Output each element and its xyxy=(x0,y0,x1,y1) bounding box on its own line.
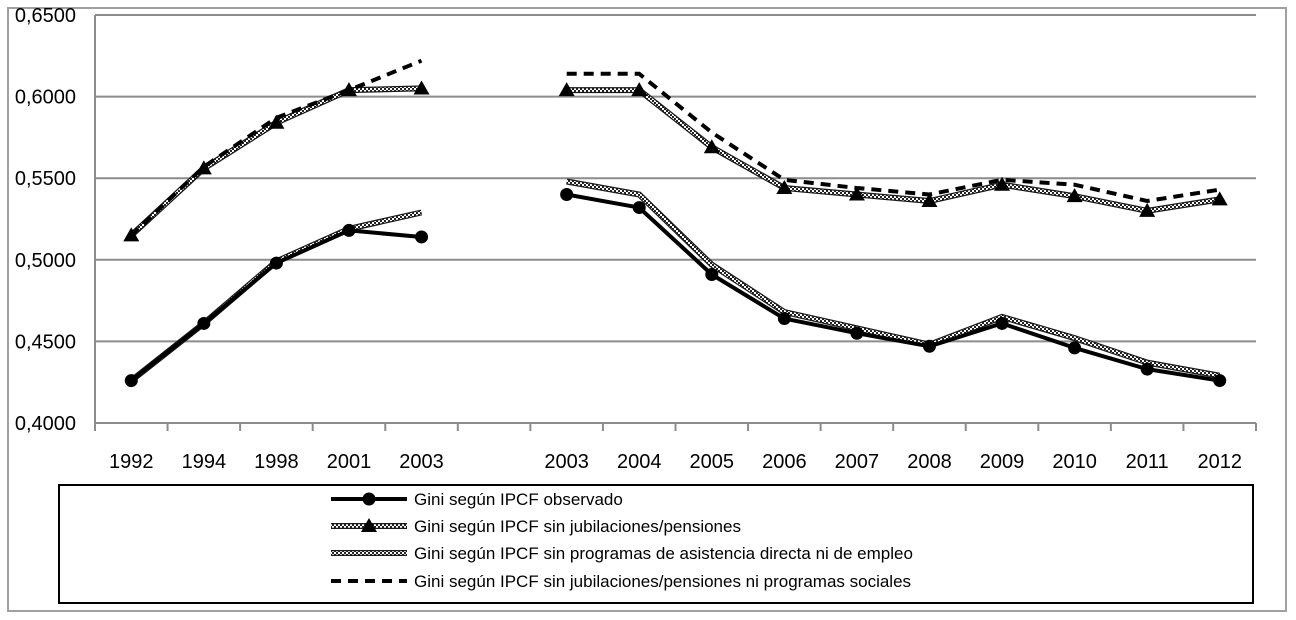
data-point-circle xyxy=(415,230,429,244)
data-point-circle xyxy=(197,316,211,330)
x-tick-label: 1994 xyxy=(182,451,227,473)
data-point-triangle xyxy=(1211,191,1228,206)
data-point-circle xyxy=(705,267,719,281)
y-tick-label: 0,6500 xyxy=(15,5,76,27)
series-line-3 xyxy=(566,179,1221,378)
x-tick-label: 1998 xyxy=(254,451,299,473)
x-tick-label: 2009 xyxy=(980,451,1025,473)
data-point-triangle xyxy=(994,176,1011,191)
legend-label: Gini según IPCF sin jubilaciones/pension… xyxy=(414,517,741,536)
data-point-circle xyxy=(850,326,864,340)
data-point-triangle xyxy=(123,227,140,242)
x-tick-label: 2012 xyxy=(1197,451,1242,473)
x-tick-label: 2008 xyxy=(907,451,952,473)
y-tick-label: 0,4000 xyxy=(15,413,76,435)
x-tick-label: 2011 xyxy=(1126,451,1169,473)
data-point-triangle xyxy=(558,82,575,97)
data-point-circle xyxy=(362,492,376,506)
markers xyxy=(123,80,1228,388)
y-tick-label: 0,5500 xyxy=(15,168,76,190)
data-point-triangle xyxy=(361,518,377,532)
series-line-4 xyxy=(566,71,1221,204)
data-point-triangle xyxy=(195,160,212,175)
series xyxy=(129,58,1221,383)
legend: Gini según IPCF observado Gini según IPCF… xyxy=(58,484,1254,604)
data-point-triangle xyxy=(776,179,793,194)
data-point-triangle xyxy=(848,186,865,201)
data-point-circle xyxy=(1213,374,1227,388)
data-point-circle xyxy=(922,339,936,353)
data-point-circle xyxy=(560,188,574,202)
series-line-1 xyxy=(566,192,1221,383)
y-tick-label: 0,6000 xyxy=(15,87,76,109)
axes: 0,4000 0,4500 0,5000 0,5500 0,6000 0,6500 1992… xyxy=(15,5,1257,473)
series-line-2 xyxy=(566,88,1220,213)
data-point-triangle xyxy=(340,82,357,97)
data-point-circle xyxy=(777,312,791,326)
x-tick-label: 2010 xyxy=(1052,451,1097,473)
data-point-triangle xyxy=(268,114,285,129)
x-tick-label: 2006 xyxy=(762,451,807,473)
data-point-circle xyxy=(1068,341,1082,355)
x-tick-label: 2003 xyxy=(399,451,444,473)
x-tick-label: 2004 xyxy=(617,451,662,473)
data-point-triangle xyxy=(413,80,430,95)
legend-box xyxy=(58,484,1254,604)
data-point-circle xyxy=(269,256,283,270)
data-point-triangle xyxy=(1066,188,1083,203)
data-point-triangle xyxy=(703,139,720,154)
data-point-triangle xyxy=(921,193,938,208)
x-tick-label: 2003 xyxy=(544,451,589,473)
y-tick-label: 0,5000 xyxy=(15,250,76,272)
data-point-circle xyxy=(124,374,138,388)
y-tick-label: 0,4500 xyxy=(15,331,76,353)
legend-label: Gini según IPCF observado xyxy=(414,490,623,509)
data-point-circle xyxy=(1140,362,1154,376)
data-point-circle xyxy=(632,201,646,215)
data-point-triangle xyxy=(631,82,648,97)
data-point-triangle xyxy=(1139,202,1156,217)
x-tick-label: 2001 xyxy=(327,451,372,473)
data-point-circle xyxy=(995,316,1009,330)
x-tick-label: 1992 xyxy=(109,451,154,473)
x-tick-label: 2007 xyxy=(835,451,880,473)
legend-label: Gini según IPCF sin jubilaciones/pension… xyxy=(414,572,911,591)
data-point-circle xyxy=(342,223,356,237)
legend-label: Gini según IPCF sin programas de asisten… xyxy=(414,544,913,563)
x-tick-label: 2005 xyxy=(690,451,735,473)
